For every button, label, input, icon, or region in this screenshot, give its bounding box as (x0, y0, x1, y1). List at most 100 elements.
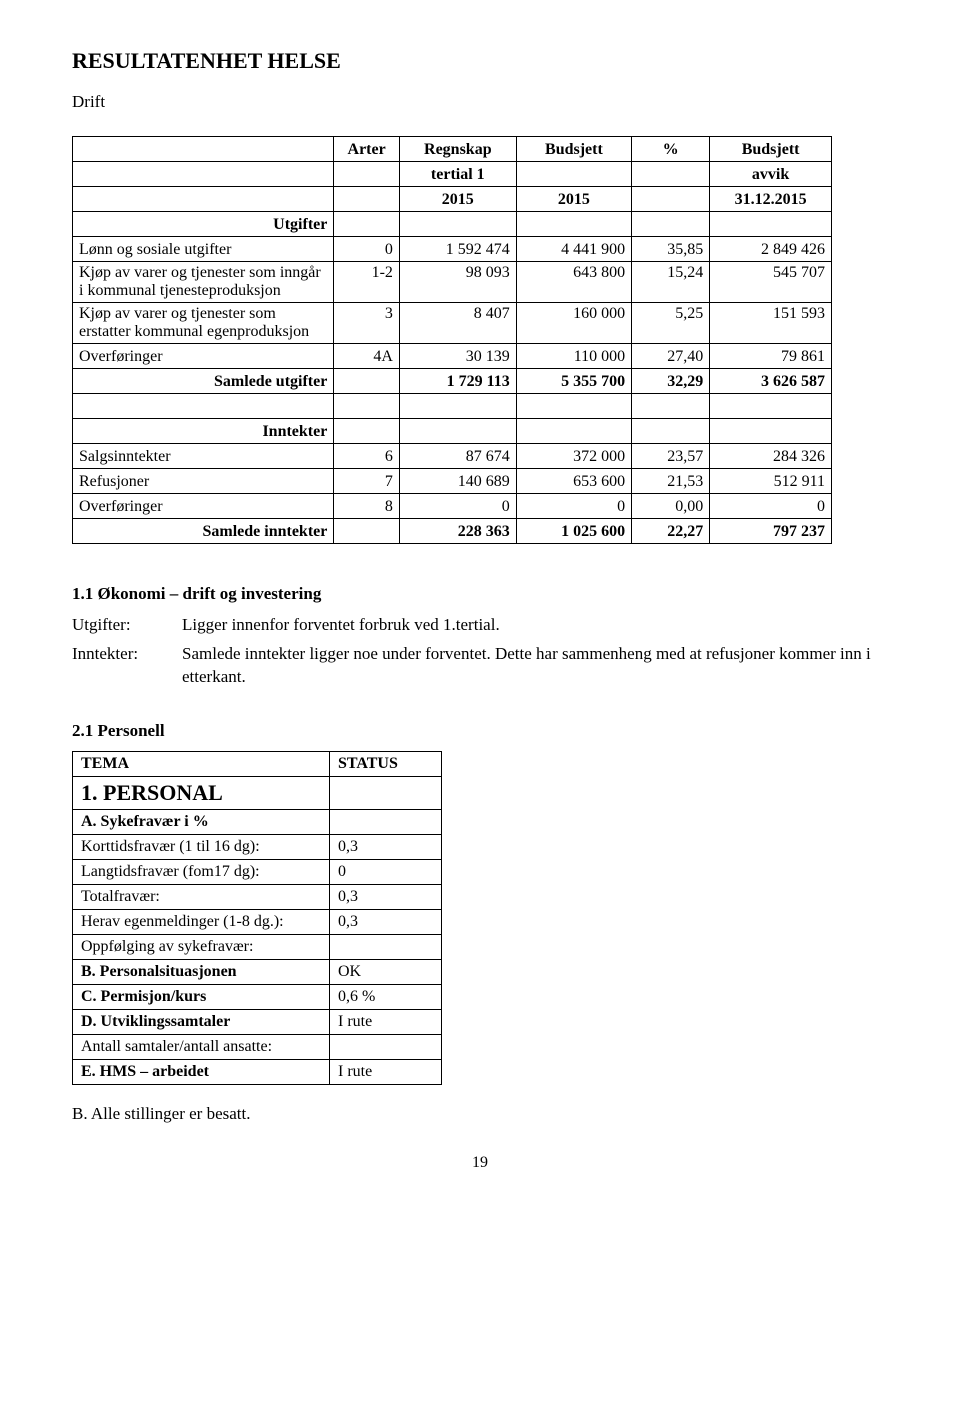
row-label: E. HMS – arbeidet (73, 1059, 330, 1084)
row-art: 1-2 (334, 262, 400, 303)
personal-heading: 1. PERSONAL (73, 776, 330, 809)
row-pct: 35,85 (632, 237, 710, 262)
table-header-row: Arter Regnskap Budsjett % Budsjett (73, 137, 832, 162)
inntekter-label: Inntekter: (72, 643, 182, 689)
table-header-row: TEMA STATUS (73, 751, 442, 776)
footer-line: B. Alle stillinger er besatt. (72, 1103, 888, 1126)
row-avv: 797 237 (710, 519, 832, 544)
inntekter-line: Inntekter: Samlede inntekter ligger noe … (72, 643, 888, 693)
row-art: 3 (334, 303, 400, 344)
inntekter-text: Samlede inntekter ligger noe under forve… (182, 643, 888, 689)
table-row: 1. PERSONAL (73, 776, 442, 809)
table-row: Overføringer 8 0 0 0,00 0 (73, 494, 832, 519)
row-label: B. Personalsituasjonen (73, 959, 330, 984)
table-header-row: tertial 1 avvik (73, 162, 832, 187)
row-avv: 284 326 (710, 444, 832, 469)
row-reg: 1 729 113 (399, 369, 516, 394)
row-pct: 21,53 (632, 469, 710, 494)
table-row: Utgifter (73, 212, 832, 237)
personell-table: TEMA STATUS 1. PERSONAL A. Sykefravær i … (72, 751, 442, 1085)
row-pct: 22,27 (632, 519, 710, 544)
row-avv: 151 593 (710, 303, 832, 344)
table-row: Samlede inntekter 228 363 1 025 600 22,2… (73, 519, 832, 544)
row-art: 4A (334, 344, 400, 369)
utgifter-text: Ligger innenfor forventet forbruk ved 1.… (182, 614, 888, 637)
table-row: Korttidsfravær (1 til 16 dg): 0,3 (73, 834, 442, 859)
col-year: 31.12.2015 (710, 187, 832, 212)
drift-label: Drift (72, 92, 888, 112)
row-pct: 27,40 (632, 344, 710, 369)
row-reg: 140 689 (399, 469, 516, 494)
row-value: 0,6 % (330, 984, 442, 1009)
table-row: Antall samtaler/antall ansatte: (73, 1034, 442, 1059)
table-row: Salgsinntekter 6 87 674 372 000 23,57 28… (73, 444, 832, 469)
table-row: Lønn og sosiale utgifter 0 1 592 474 4 4… (73, 237, 832, 262)
inntekter-label: Inntekter (73, 419, 334, 444)
row-label: Oppfølging av sykefravær: (73, 934, 330, 959)
col-budsjett-avvik: Budsjett (710, 137, 832, 162)
row-pct: 15,24 (632, 262, 710, 303)
row-avv: 2 849 426 (710, 237, 832, 262)
row-value (330, 934, 442, 959)
row-value: I rute (330, 1009, 442, 1034)
row-art: 6 (334, 444, 400, 469)
row-label: C. Permisjon/kurs (73, 984, 330, 1009)
row-value (330, 1034, 442, 1059)
row-bud: 1 025 600 (516, 519, 631, 544)
row-bud: 372 000 (516, 444, 631, 469)
row-bud: 653 600 (516, 469, 631, 494)
table-row: Inntekter (73, 419, 832, 444)
table-row: Herav egenmeldinger (1-8 dg.): 0,3 (73, 909, 442, 934)
table-row: Oppfølging av sykefravær: (73, 934, 442, 959)
row-bud: 0 (516, 494, 631, 519)
samlede-inntekter-label: Samlede inntekter (73, 519, 334, 544)
row-pct: 32,29 (632, 369, 710, 394)
row-reg: 0 (399, 494, 516, 519)
row-value: 0,3 (330, 909, 442, 934)
row-label: Herav egenmeldinger (1-8 dg.): (73, 909, 330, 934)
row-reg: 1 592 474 (399, 237, 516, 262)
row-label: Totalfravær: (73, 884, 330, 909)
table-row: D. Utviklingssamtaler I rute (73, 1009, 442, 1034)
col-budsjett: Budsjett (516, 137, 631, 162)
row-reg: 8 407 (399, 303, 516, 344)
row-art: 0 (334, 237, 400, 262)
row-bud: 4 441 900 (516, 237, 631, 262)
row-label: Antall samtaler/antall ansatte: (73, 1034, 330, 1059)
row-value: 0,3 (330, 884, 442, 909)
col-regnskap: Regnskap (399, 137, 516, 162)
row-label: Langtidsfravær (fom17 dg): (73, 859, 330, 884)
row-avv: 0 (710, 494, 832, 519)
col-tema: TEMA (73, 751, 330, 776)
table-row: Overføringer 4A 30 139 110 000 27,40 79 … (73, 344, 832, 369)
row-label: Kjøp av varer og tjenester som inngår i … (73, 262, 334, 303)
table-row: Kjøp av varer og tjenester som inngår i … (73, 262, 832, 303)
row-bud: 160 000 (516, 303, 631, 344)
row-art: 7 (334, 469, 400, 494)
row-value: 0,3 (330, 834, 442, 859)
utgifter-line: Utgifter: Ligger innenfor forventet forb… (72, 614, 888, 641)
table-row: Langtidsfravær (fom17 dg): 0 (73, 859, 442, 884)
table-row: C. Permisjon/kurs 0,6 % (73, 984, 442, 1009)
table-row: Kjøp av varer og tjenester som erstatter… (73, 303, 832, 344)
table-row: A. Sykefravær i % (73, 809, 442, 834)
row-label: Salgsinntekter (73, 444, 334, 469)
page-number: 19 (72, 1154, 888, 1172)
row-bud: 643 800 (516, 262, 631, 303)
drift-table: Arter Regnskap Budsjett % Budsjett terti… (72, 136, 832, 544)
col-status: STATUS (330, 751, 442, 776)
row-value: 0 (330, 859, 442, 884)
table-row: E. HMS – arbeidet I rute (73, 1059, 442, 1084)
row-bud: 5 355 700 (516, 369, 631, 394)
row-value: I rute (330, 1059, 442, 1084)
row-reg: 87 674 (399, 444, 516, 469)
row-reg: 228 363 (399, 519, 516, 544)
row-label: D. Utviklingssamtaler (73, 1009, 330, 1034)
row-art: 8 (334, 494, 400, 519)
col-year: 2015 (516, 187, 631, 212)
table-row: B. Personalsituasjonen OK (73, 959, 442, 984)
row-reg: 30 139 (399, 344, 516, 369)
col-year: 2015 (399, 187, 516, 212)
row-pct: 0,00 (632, 494, 710, 519)
row-avv: 512 911 (710, 469, 832, 494)
